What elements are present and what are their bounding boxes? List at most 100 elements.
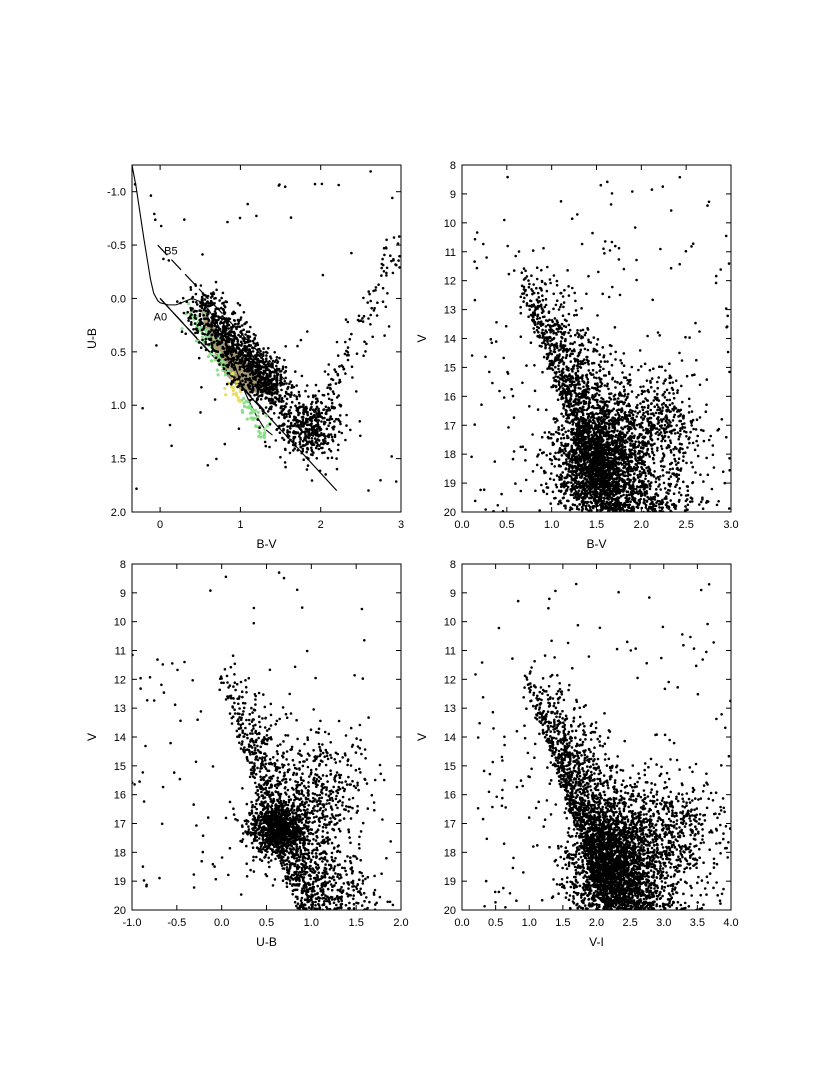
data-points xyxy=(133,170,401,492)
zams-point xyxy=(223,386,227,391)
x-axis-label: V-I xyxy=(589,935,604,949)
zams-point xyxy=(254,424,258,429)
x-tick-label: 2.0 xyxy=(634,519,649,531)
y-tick-label: -0.5 xyxy=(107,240,126,252)
x-tick-label: 2.0 xyxy=(589,917,604,929)
y-tick-label: 14 xyxy=(444,334,456,346)
data-points xyxy=(132,571,395,910)
zams-point xyxy=(264,414,268,418)
zams-point xyxy=(231,392,235,396)
zams-point xyxy=(186,302,190,306)
y-tick-label: -1.0 xyxy=(107,187,126,199)
annotation-label: B5 xyxy=(164,245,177,257)
zams-point xyxy=(238,399,242,403)
plot-frame xyxy=(131,563,402,911)
zams-point xyxy=(257,434,261,438)
y-tick-label: 14 xyxy=(444,732,456,744)
panel-ub-vs-bv: 0 1 2 3 -1.0 -0.5 0.0 0.5 1.0 1.5 2.0 B-V U-B B5 A0 xyxy=(85,164,404,551)
x-tick-label: 1.5 xyxy=(555,917,570,929)
y-tick-label: 19 xyxy=(114,876,126,888)
zams-point xyxy=(231,386,236,390)
y-tick-label: 17 xyxy=(114,819,126,831)
zams-point xyxy=(236,395,240,400)
x-tick-label: 0.5 xyxy=(499,519,514,531)
x-tick-label: 3.0 xyxy=(656,917,671,929)
x-tick-label: 0.0 xyxy=(454,917,469,929)
x-tick-label: 1.5 xyxy=(589,519,604,531)
zams-point xyxy=(247,405,251,410)
y-tick-label: 11 xyxy=(445,646,456,658)
zams-point xyxy=(242,396,246,401)
y-tick-label: 13 xyxy=(114,703,126,715)
y-tick-label: 19 xyxy=(444,478,456,490)
x-tick-label: 1.0 xyxy=(304,917,319,929)
x-tick-label: 1.5 xyxy=(349,917,364,929)
y-tick-label: 20 xyxy=(114,905,126,917)
y-tick-label: 9 xyxy=(120,588,126,600)
data-points xyxy=(474,582,731,910)
x-axis-label: B-V xyxy=(256,537,276,551)
y-tick-label: 8 xyxy=(450,559,456,571)
y-tick-label: 12 xyxy=(444,276,456,288)
zams-point xyxy=(223,373,228,377)
y-tick-label: 10 xyxy=(444,617,456,629)
zams-point xyxy=(231,389,235,393)
x-tick-label: 1 xyxy=(237,519,243,531)
x-tick-label: -0.5 xyxy=(167,917,186,929)
y-tick-label: 20 xyxy=(444,507,456,519)
y-tick-label: 15 xyxy=(114,761,126,773)
panel-v-vs-bv: 0.0 0.5 1.0 1.5 2.0 2.5 3.0 8 9 10 11 12 13 14 15 16 17 1… xyxy=(415,160,739,551)
x-tick-label: 3 xyxy=(398,519,404,531)
zams-point xyxy=(231,371,235,375)
zams-point xyxy=(224,393,228,397)
y-tick-label: 15 xyxy=(444,362,456,374)
y-tick-label: 15 xyxy=(444,761,456,773)
zams-point xyxy=(206,355,210,359)
zams-point xyxy=(245,417,249,421)
data-points xyxy=(470,175,731,512)
annotation-label: A0 xyxy=(154,312,167,324)
zams-point xyxy=(234,393,239,397)
y-tick-label: 14 xyxy=(114,732,126,744)
zams-point xyxy=(253,410,257,414)
y-tick-label: 1.5 xyxy=(111,454,126,466)
zams-point xyxy=(256,410,260,414)
y-tick-label: 19 xyxy=(444,876,456,888)
y-tick-label: 0.5 xyxy=(111,347,126,359)
zams-point xyxy=(227,369,231,373)
zams-point xyxy=(200,335,204,339)
zams-point xyxy=(262,435,267,440)
y-tick-label: 11 xyxy=(115,646,126,658)
y-tick-label: 10 xyxy=(444,218,456,230)
x-tick-label: 1.0 xyxy=(522,917,537,929)
y-tick-label: 2.0 xyxy=(111,507,126,519)
reddening-line-1 xyxy=(157,244,286,381)
x-tick-label: 4.0 xyxy=(723,917,738,929)
x-axis-label: B-V xyxy=(586,537,606,551)
x-tick-label: 1.0 xyxy=(544,519,559,531)
zams-point xyxy=(216,373,220,377)
panel-v-vs-ub: -1.0 -0.5 0.0 0.5 1.0 1.5 2.0 8 9 10 11 12 13 14 15 16 1… xyxy=(85,559,409,949)
zams-point xyxy=(263,427,267,431)
y-tick-label: 0.0 xyxy=(111,293,126,305)
x-tick-label: 0.5 xyxy=(259,917,274,929)
zams-point xyxy=(235,380,239,384)
y-tick-label: 11 xyxy=(445,247,456,259)
plot-area xyxy=(470,175,731,512)
y-tick-label: 10 xyxy=(114,617,126,629)
zams-point xyxy=(249,411,254,415)
y-tick-label: 9 xyxy=(450,189,456,201)
y-tick-label: 18 xyxy=(444,847,456,859)
zams-point xyxy=(213,358,217,362)
x-tick-label: 3.5 xyxy=(690,917,705,929)
zams-point xyxy=(244,399,248,403)
zams-point xyxy=(240,408,244,413)
y-tick-label: 16 xyxy=(114,790,126,802)
y-tick-label: 9 xyxy=(450,588,456,600)
zams-point xyxy=(242,404,247,409)
y-tick-label: 12 xyxy=(444,674,456,686)
plot-area xyxy=(132,571,395,910)
plot-area xyxy=(132,165,401,492)
y-tick-label: 18 xyxy=(444,449,456,461)
